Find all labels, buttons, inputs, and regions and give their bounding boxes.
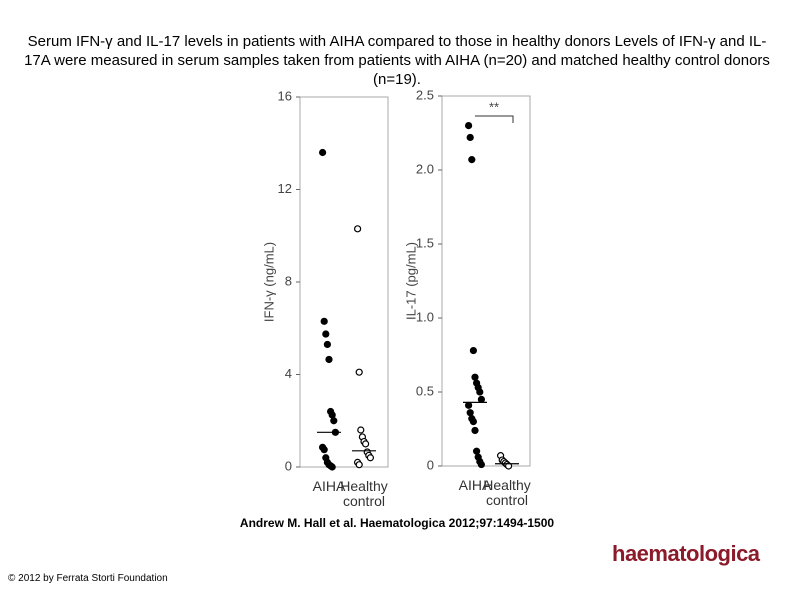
data-point [355,461,363,469]
x-tick-label: AIHA [312,478,346,494]
y-tick-label: 0 [285,458,292,473]
y-tick-label: 16 [278,88,292,103]
plot-frame [299,96,389,468]
x-tick-label: AIHA [458,477,492,493]
y-tick-label: 12 [278,181,292,196]
data-point [465,401,473,409]
y-tick-label: 1.0 [416,309,434,324]
y-tick-label: 0 [427,457,434,472]
data-point [319,148,327,157]
plot-frame [441,95,531,467]
data-point [466,409,474,417]
y-axis-label: IFN-γ (ng/mL) [261,242,276,322]
copyright: © 2012 by Ferrata Storti Foundation [8,573,168,584]
data-point [362,440,370,448]
data-point [469,418,477,426]
annotation: ** [489,99,499,114]
data-point [471,373,479,381]
data-point [473,447,481,455]
x-tick-label: Healthy control [483,477,531,508]
data-point [320,446,328,454]
data-point [357,426,365,434]
data-point [320,317,328,325]
data-point [477,395,485,403]
y-tick-label: 2.0 [416,161,434,176]
data-point [328,411,336,419]
data-point [325,355,333,364]
data-point [471,426,479,435]
logo: haematologica [612,541,760,566]
y-axis-label: IL-17 (pg/mL) [403,242,418,320]
data-point [477,460,485,469]
data-point [469,346,477,355]
data-point [328,463,336,471]
slide-title: Serum IFN-γ and IL-17 levels in patients… [24,33,770,88]
x-tick-label: Healthy control [340,478,388,509]
data-point [330,417,338,425]
y-tick-label: 0.5 [416,383,434,398]
data-point [476,388,484,396]
y-tick-label: 8 [285,273,292,288]
data-point [465,121,473,130]
y-tick-label: 1.5 [416,235,434,250]
citation: Andrew M. Hall et al. Haematologica 2012… [239,516,555,530]
y-tick-label: 2.5 [416,87,434,102]
data-point [354,225,362,233]
data-point [466,133,474,142]
y-tick-label: 4 [285,366,292,381]
data-point [366,454,374,462]
data-point [505,462,513,470]
data-point [468,156,476,164]
data-point [322,330,330,338]
data-point [323,340,331,349]
data-point [355,368,363,376]
significance-bracket [475,115,514,123]
